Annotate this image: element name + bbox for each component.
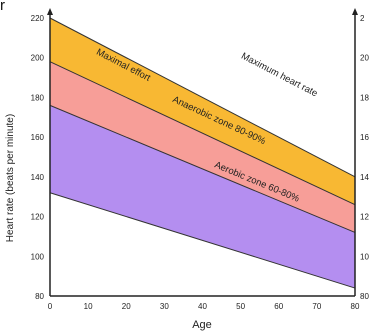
right-tick-label: 16 [360,133,369,142]
annotation-0: Maximum heart rate [239,51,319,100]
tick-labels: 0 10 20 30 40 50 60 70 8080100120140160180200220… [31,14,370,311]
right-tick-label: 14 [360,173,369,182]
boundary-line-0 [49,17,356,178]
right-axis-arrow [352,8,358,15]
zone-bands [50,18,355,289]
y-tick-label: 120 [31,213,45,222]
y-tick-label: 100 [31,252,45,261]
right-tick-label: 2 [360,14,365,23]
right-tick-label: 10 [360,252,369,261]
boundary-line-3 [49,192,356,289]
x-tick-label: 20 [122,302,131,311]
boundary-line-1 [49,61,356,206]
y-tick-label: 80 [35,292,44,301]
right-tick-label: 80 [360,292,369,301]
y-tick-label: 200 [31,54,45,63]
x-tick-label: 80 [351,302,360,311]
y-tick-label: 160 [31,133,45,142]
y-axis-label: Heart rate (beats per minute) [5,114,16,242]
zone-band-1 [50,61,355,233]
x-tick-label: 70 [312,302,321,311]
right-tick-label: 20 [360,54,369,63]
x-axis-label: Age [192,319,212,331]
x-tick-label: 10 [84,302,93,311]
y-axis-arrow [47,8,53,15]
y-tick-label: 180 [31,93,45,102]
axes [47,8,358,297]
zone-boundary-lines [49,17,356,289]
x-tick-label: 60 [274,302,283,311]
x-tick-label: 40 [198,302,207,311]
x-tick-label: 50 [236,302,245,311]
right-tick-label: 12 [360,213,369,222]
corner-glyph: r [0,0,5,14]
x-tick-label: 30 [160,302,169,311]
x-tick-label: 0 [48,302,53,311]
zone-band-2 [50,105,355,289]
boundary-line-2 [49,104,356,233]
y-tick-label: 140 [31,173,45,182]
y-tick-label: 220 [31,14,45,23]
right-tick-label: 18 [360,93,369,102]
zone-band-0 [50,18,355,205]
